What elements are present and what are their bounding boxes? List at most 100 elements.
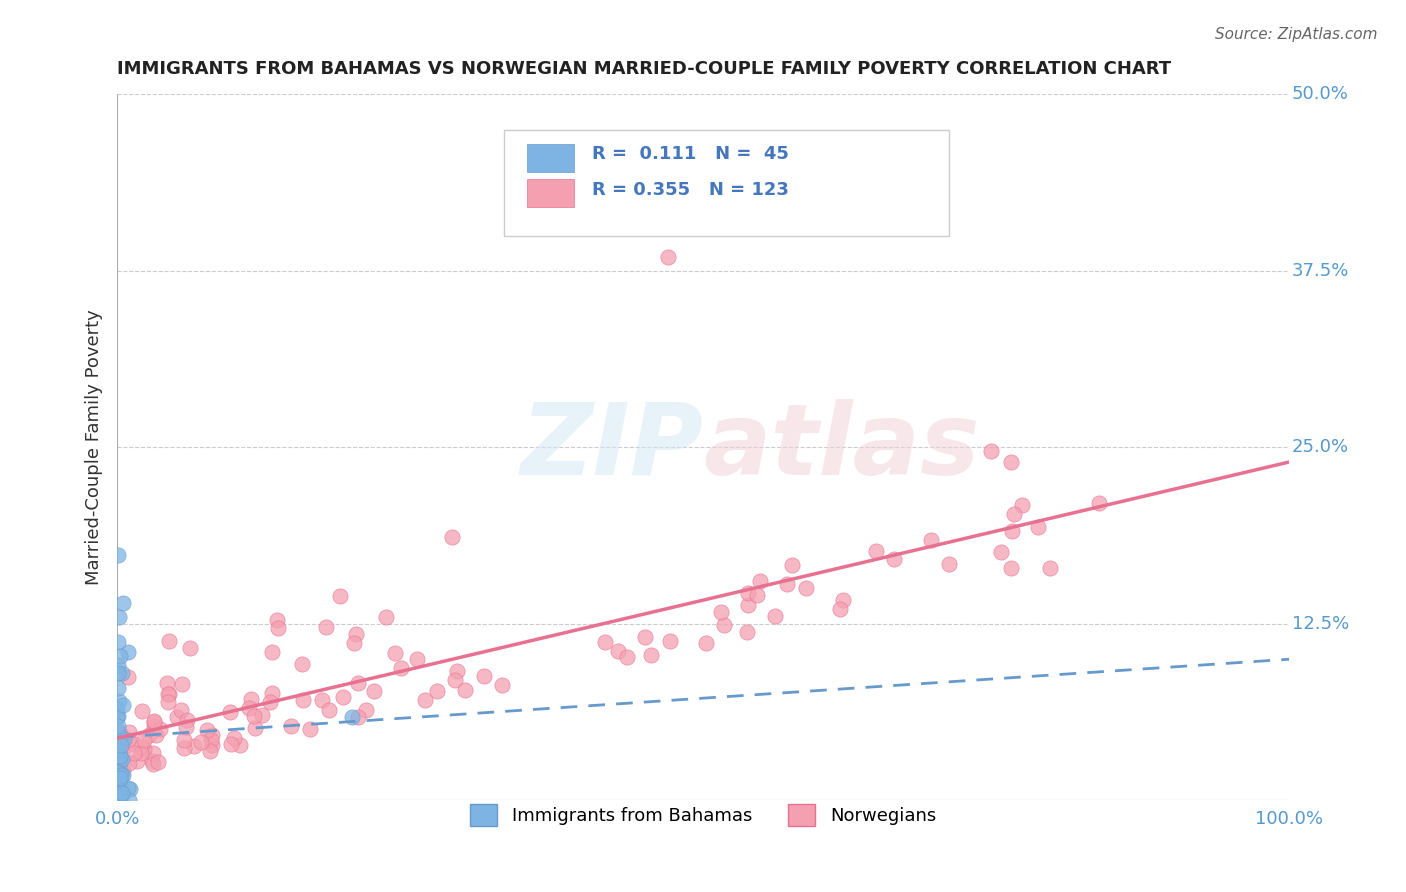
Norwegians [176,713,198,727]
Norwegians [108,726,131,740]
Norwegians [266,614,288,628]
Norwegians [749,574,772,588]
Immigrants from Bahamas [108,788,131,802]
Immigrants from Bahamas [111,698,134,712]
Norwegians [1000,455,1022,469]
Norwegians [1088,495,1111,509]
Norwegians [280,719,302,733]
Norwegians [198,744,221,758]
Norwegians [344,627,367,641]
Norwegians [794,582,817,596]
Norwegians [315,620,337,634]
Norwegians [830,602,852,616]
Immigrants from Bahamas [107,709,129,723]
Norwegians [763,608,786,623]
Norwegians [343,636,366,650]
Norwegians [117,733,139,747]
Norwegians [607,644,630,658]
Norwegians [291,657,314,672]
Norwegians [134,733,156,747]
Norwegians [238,701,260,715]
Norwegians [865,544,887,558]
Norwegians [179,640,201,655]
Norwegians [374,609,396,624]
Norwegians [156,687,179,701]
Norwegians [1000,561,1022,575]
Immigrants from Bahamas [108,789,131,803]
Norwegians [444,673,467,688]
Norwegians [454,682,477,697]
Norwegians [170,703,193,717]
Norwegians [292,693,315,707]
Immigrants from Bahamas [107,657,129,672]
Norwegians [593,634,616,648]
Immigrants from Bahamas [118,793,141,807]
Norwegians [659,634,682,648]
Text: atlas: atlas [703,399,980,496]
Norwegians [1001,524,1024,538]
Text: R = 0.355   N = 123: R = 0.355 N = 123 [592,181,789,199]
Text: 50.0%: 50.0% [1292,86,1348,103]
Immigrants from Bahamas [111,666,134,681]
Text: Source: ZipAtlas.com: Source: ZipAtlas.com [1215,27,1378,42]
Norwegians [201,728,224,742]
Norwegians [426,683,449,698]
Norwegians [311,692,333,706]
Y-axis label: Married-Couple Family Poverty: Married-Couple Family Poverty [86,310,103,585]
Norwegians [219,737,242,751]
Immigrants from Bahamas [105,776,128,790]
Immigrants from Bahamas [105,748,128,763]
Immigrants from Bahamas [107,765,129,780]
Immigrants from Bahamas [107,709,129,723]
Norwegians [170,677,193,691]
Norwegians [259,695,281,709]
Norwegians [634,630,657,644]
Text: R =  0.111   N =  45: R = 0.111 N = 45 [592,145,789,163]
Norwegians [112,764,135,778]
Text: ZIP: ZIP [520,399,703,496]
Immigrants from Bahamas [108,749,131,764]
Immigrants from Bahamas [107,780,129,795]
Norwegians [780,558,803,572]
Norwegians [159,687,181,701]
Text: IMMIGRANTS FROM BAHAMAS VS NORWEGIAN MARRIED-COUPLE FAMILY POVERTY CORRELATION C: IMMIGRANTS FROM BAHAMAS VS NORWEGIAN MAR… [117,60,1171,78]
Immigrants from Bahamas [110,772,132,786]
Text: 25.0%: 25.0% [1292,438,1348,457]
Norwegians [114,739,136,753]
Norwegians [938,557,960,571]
Immigrants from Bahamas [108,693,131,707]
Immigrants from Bahamas [108,609,131,624]
Norwegians [240,692,263,706]
Norwegians [129,747,152,761]
Norwegians [107,752,129,766]
Norwegians [472,669,495,683]
Norwegians [157,695,180,709]
Norwegians [1039,561,1062,575]
Norwegians [142,756,165,771]
Norwegians [990,545,1012,559]
Norwegians [831,593,853,607]
Legend: Immigrants from Bahamas, Norwegians: Immigrants from Bahamas, Norwegians [463,797,943,833]
Immigrants from Bahamas [107,774,129,789]
Norwegians [131,704,153,718]
Norwegians [183,739,205,753]
Norwegians [737,598,759,612]
Norwegians [108,761,131,775]
Norwegians [737,586,759,600]
FancyBboxPatch shape [527,144,574,172]
Norwegians [131,739,153,754]
Immigrants from Bahamas [107,681,129,695]
Immigrants from Bahamas [110,790,132,805]
Norwegians [142,747,165,761]
FancyBboxPatch shape [503,129,949,235]
Immigrants from Bahamas [107,635,129,649]
Text: 37.5%: 37.5% [1292,262,1348,280]
Norwegians [166,710,188,724]
Immigrants from Bahamas [112,731,135,746]
Immigrants from Bahamas [107,719,129,733]
Norwegians [332,690,354,704]
Norwegians [201,738,224,752]
Norwegians [118,756,141,770]
Immigrants from Bahamas [110,755,132,769]
FancyBboxPatch shape [527,179,574,207]
